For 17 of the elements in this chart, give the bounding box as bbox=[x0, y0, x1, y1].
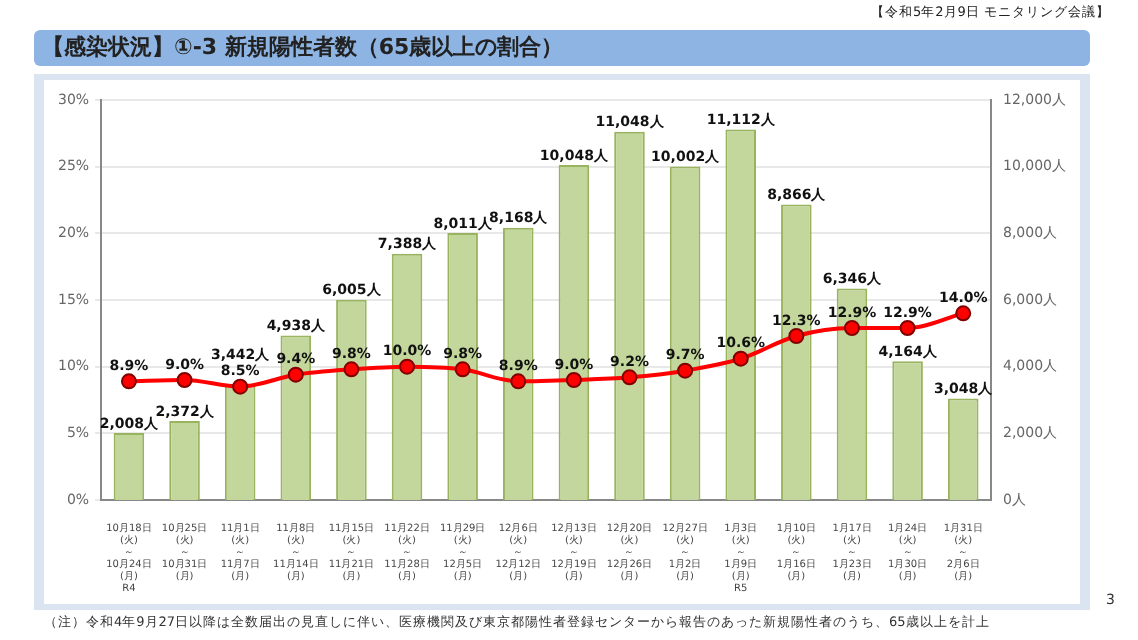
point bbox=[232, 378, 249, 395]
point bbox=[343, 361, 360, 378]
point bbox=[120, 373, 137, 390]
point bbox=[955, 305, 972, 322]
point bbox=[176, 372, 193, 388]
point bbox=[621, 369, 638, 386]
point bbox=[843, 320, 860, 336]
chart-title: 【感染状況】①-3 新規陽性者数（65歳以上の割合） bbox=[34, 30, 1090, 66]
point bbox=[565, 372, 582, 388]
point bbox=[454, 361, 471, 378]
point bbox=[287, 366, 304, 383]
point bbox=[788, 328, 805, 344]
point bbox=[732, 350, 749, 367]
point bbox=[677, 362, 694, 379]
point bbox=[399, 358, 416, 375]
point bbox=[899, 320, 916, 336]
point bbox=[510, 373, 527, 390]
